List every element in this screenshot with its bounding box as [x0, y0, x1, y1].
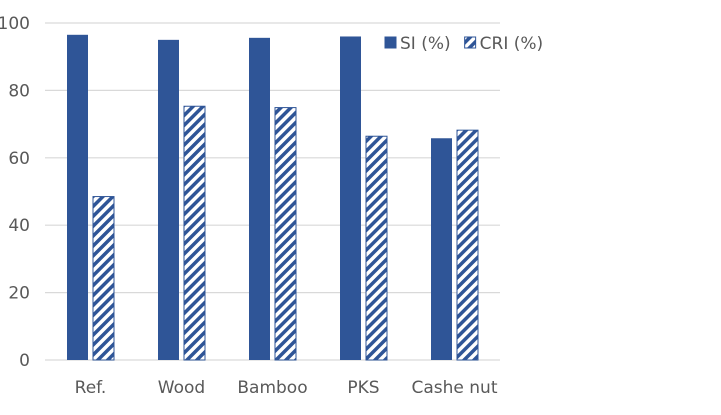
legend-swatch [464, 36, 477, 49]
bar-si-cashe-nut [431, 138, 452, 360]
x-tick-label: PKS [347, 378, 379, 398]
legend-swatch [384, 36, 397, 49]
y-tick-label: 0 [19, 351, 30, 371]
x-tick-label: Wood [158, 378, 205, 398]
bar-si-ref- [67, 34, 88, 361]
x-tick-label: Bamboo [237, 378, 307, 398]
bar-cri-pks [365, 135, 388, 361]
y-tick-label: 60 [8, 149, 30, 169]
bar-si-wood [158, 39, 179, 360]
y-tick-label: 100 [0, 14, 30, 34]
x-tick-label: Ref. [75, 378, 107, 398]
y-tick-label: 40 [8, 216, 30, 236]
bar-cri-ref- [92, 196, 115, 361]
x-tick-label: Cashe nut [412, 378, 498, 398]
bar-cri-cashe-nut [456, 129, 479, 361]
bar-si-pks [340, 36, 361, 360]
y-tick-label: 80 [8, 81, 30, 101]
y-tick-label: 20 [8, 284, 30, 304]
bar-cri-bamboo [274, 107, 297, 361]
bar-si-bamboo [249, 37, 270, 360]
bar-cri-wood [183, 105, 206, 361]
legend-label: CRI (%) [480, 34, 544, 54]
legend-label: SI (%) [400, 34, 451, 54]
